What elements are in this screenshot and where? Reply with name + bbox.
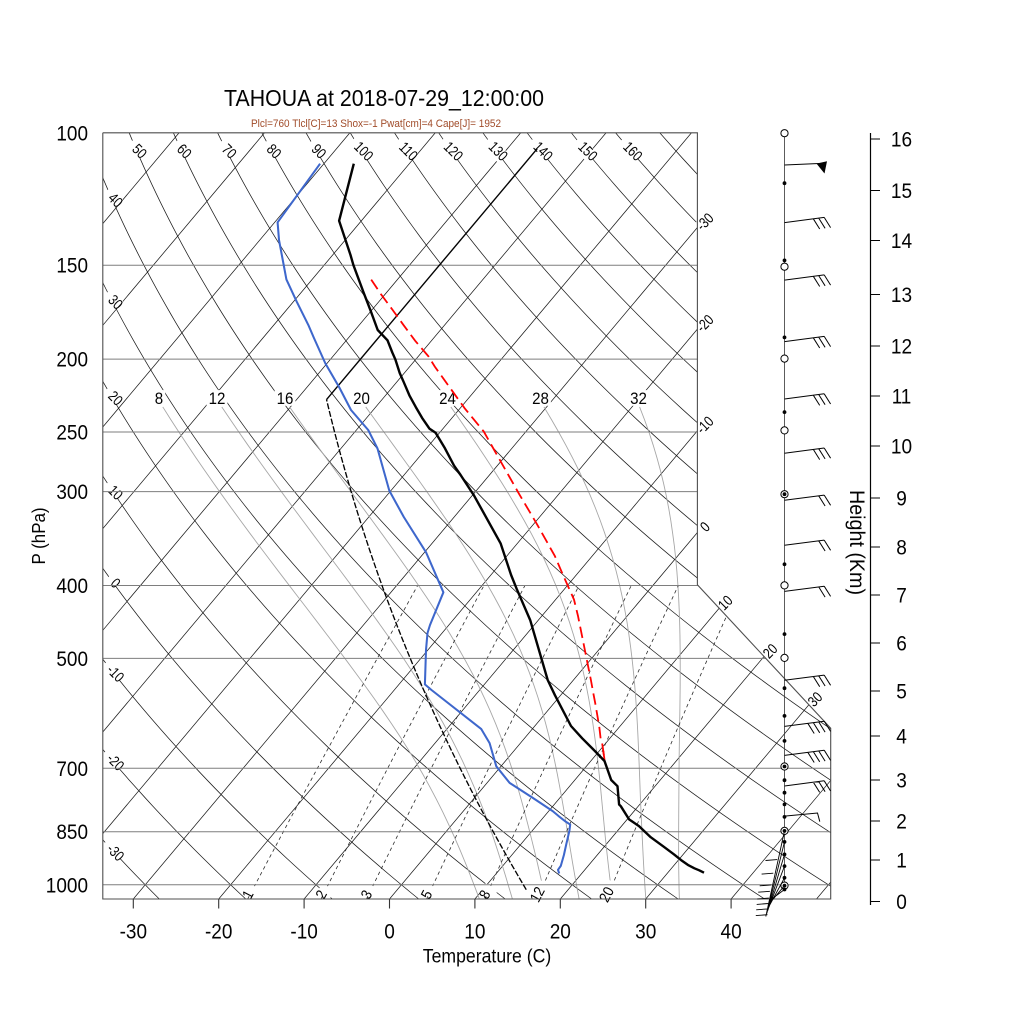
svg-text:20: 20 [550,920,571,944]
svg-text:0: 0 [896,890,907,914]
svg-text:-30: -30 [120,920,147,944]
svg-text:1000: 1000 [46,873,88,897]
svg-text:P (hPa): P (hPa) [29,508,49,565]
svg-text:16: 16 [891,128,912,152]
svg-text:12: 12 [209,389,226,408]
svg-text:14: 14 [891,229,912,253]
svg-text:Plcl=760 Tlcl[C]=13 Shox=-1 Pw: Plcl=760 Tlcl[C]=13 Shox=-1 Pwat[cm]=4 C… [251,118,501,130]
svg-text:11: 11 [892,385,912,409]
svg-text:8: 8 [155,389,163,408]
svg-text:-20: -20 [205,920,232,944]
svg-text:16: 16 [277,389,294,408]
svg-text:6: 6 [896,632,907,656]
svg-text:3: 3 [896,769,907,793]
svg-text:150: 150 [56,254,88,278]
svg-text:250: 250 [56,421,88,445]
svg-text:TAHOUA at 2018-07-29_12:00:00: TAHOUA at 2018-07-29_12:00:00 [224,85,544,111]
svg-text:5: 5 [896,680,907,704]
svg-text:12: 12 [527,884,549,905]
svg-text:13: 13 [891,283,912,307]
svg-text:7: 7 [896,584,907,608]
svg-text:500: 500 [56,647,88,671]
svg-text:8: 8 [896,536,907,560]
svg-text:12: 12 [891,335,912,359]
svg-text:28: 28 [532,389,549,408]
svg-text:100: 100 [56,121,88,145]
svg-text:40: 40 [721,920,742,944]
svg-text:1: 1 [896,849,907,873]
svg-text:32: 32 [630,389,647,408]
svg-text:700: 700 [56,757,88,781]
svg-text:-10: -10 [290,920,317,944]
svg-text:2: 2 [896,810,907,834]
svg-text:200: 200 [56,348,88,372]
svg-text:850: 850 [56,820,88,844]
svg-text:4: 4 [896,725,907,749]
svg-text:Temperature (C): Temperature (C) [423,947,551,968]
svg-text:10: 10 [464,920,485,944]
svg-text:9: 9 [896,487,907,511]
svg-text:Height (Km): Height (Km) [845,490,868,595]
svg-text:300: 300 [56,480,88,504]
svg-text:20: 20 [596,884,618,905]
svg-text:0: 0 [384,920,395,944]
svg-text:24: 24 [439,389,456,408]
svg-text:10: 10 [891,435,912,459]
svg-text:15: 15 [891,179,912,203]
svg-text:400: 400 [56,574,88,598]
svg-text:30: 30 [635,920,656,944]
svg-text:20: 20 [353,389,370,408]
